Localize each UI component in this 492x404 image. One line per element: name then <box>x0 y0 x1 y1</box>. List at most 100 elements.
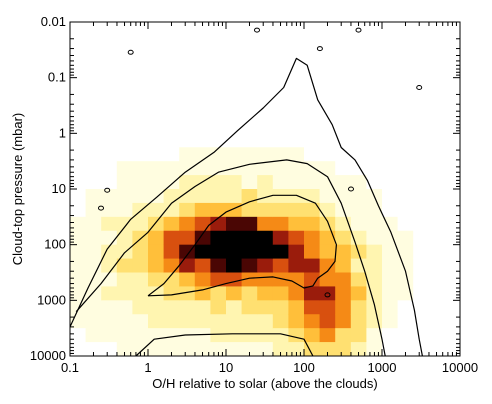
contour-lines <box>69 27 423 357</box>
heatmap-cell <box>397 342 414 357</box>
heatmap-cell <box>288 202 305 218</box>
heatmap-cell <box>116 230 133 246</box>
heatmap-cell <box>116 161 133 176</box>
heatmap-cell <box>132 63 149 79</box>
heatmap-cell <box>272 286 289 301</box>
heatmap-cell <box>210 202 227 218</box>
heatmap-cell <box>444 314 461 329</box>
heatmap-cell <box>413 105 430 120</box>
heatmap-cell <box>116 63 133 79</box>
heatmap-cell <box>226 35 242 51</box>
heatmap-cell <box>148 286 164 301</box>
heatmap-cell <box>163 230 180 246</box>
heatmap-cell <box>288 133 305 148</box>
heatmap-cell <box>132 314 149 329</box>
heatmap-cell <box>148 49 164 65</box>
heatmap-cell <box>210 91 227 106</box>
heatmap-cell <box>319 77 336 92</box>
heatmap-cell <box>163 77 180 92</box>
heatmap-cell <box>397 22 414 37</box>
heatmap-cell <box>179 230 196 246</box>
heatmap-cell <box>116 328 133 343</box>
heatmap-cell <box>397 244 414 259</box>
heatmap-cell <box>163 258 180 273</box>
heatmap-cell <box>257 49 274 65</box>
heatmap-cell <box>116 147 133 162</box>
heatmap-cell <box>444 272 461 287</box>
heatmap-cell <box>70 202 86 218</box>
heatmap-cell <box>101 35 118 51</box>
heatmap-cell <box>179 161 196 176</box>
heatmap-cell <box>413 35 430 51</box>
heatmap-cell <box>335 230 352 246</box>
heatmap-cell <box>413 91 430 106</box>
heatmap-cell <box>397 189 414 204</box>
heatmap-cell <box>163 189 180 204</box>
heatmap-cell <box>179 175 196 190</box>
heatmap-cell <box>444 216 461 232</box>
heatmap-cell <box>257 286 274 301</box>
heatmap-cell <box>226 272 242 287</box>
heatmap-cell <box>226 300 242 315</box>
heatmap-cell <box>85 314 102 329</box>
heatmap-cell <box>163 63 180 79</box>
heatmap-cell <box>194 133 211 148</box>
heatmap-cell <box>257 133 274 148</box>
heatmap-cell <box>257 314 274 329</box>
heatmap-cell <box>288 175 305 190</box>
heatmap-cell <box>163 202 180 218</box>
heatmap-cell <box>116 35 133 51</box>
heatmap-cell <box>413 22 430 37</box>
heatmap-cell <box>444 147 461 162</box>
heatmap-cell <box>101 49 118 65</box>
heatmap-cell <box>241 133 258 148</box>
heatmap-cell <box>304 49 320 65</box>
heatmap-cell <box>272 119 289 134</box>
heatmap-cell <box>210 314 227 329</box>
heatmap-cell <box>132 91 149 106</box>
heatmap-cell <box>366 49 383 65</box>
heatmap-cell <box>428 105 445 120</box>
heatmap-cell <box>350 286 367 301</box>
heatmap-cell <box>319 22 336 37</box>
heatmap-cell <box>304 22 320 37</box>
heatmap-cell <box>319 272 336 287</box>
heatmap-cell <box>70 119 86 134</box>
heatmap-cell <box>304 286 320 301</box>
heatmap-cell <box>163 133 180 148</box>
heatmap-cell <box>194 328 211 343</box>
heatmap-cell <box>101 342 118 357</box>
heatmap-cell <box>148 189 164 204</box>
heatmap-cell <box>85 161 102 176</box>
heatmap-cell <box>413 328 430 343</box>
heatmap-cell <box>272 105 289 120</box>
heatmap-cell <box>350 202 367 218</box>
heatmap-cell <box>413 77 430 92</box>
heatmap-cell <box>444 328 461 343</box>
heatmap-cell <box>132 49 149 65</box>
heatmap-cell <box>397 49 414 65</box>
heatmap-cell <box>241 342 258 357</box>
heatmap-cell <box>163 119 180 134</box>
heatmap-cell <box>413 161 430 176</box>
heatmap-cell <box>428 22 445 37</box>
heatmap-cell <box>210 272 227 287</box>
heatmap-cell <box>257 161 274 176</box>
heatmap-cell <box>101 300 118 315</box>
heatmap-cell <box>226 147 242 162</box>
heatmap-cell <box>179 244 196 259</box>
heatmap-cell <box>304 272 320 287</box>
heatmap-cell <box>304 314 320 329</box>
heatmap-cell <box>397 91 414 106</box>
heatmap-cell <box>241 77 258 92</box>
heatmap-cell <box>148 161 164 176</box>
heatmap-cell <box>179 49 196 65</box>
heatmap-cell <box>444 35 461 51</box>
heatmap-cell <box>116 22 133 37</box>
heatmap-cell <box>382 161 398 176</box>
heatmap-cell <box>304 105 320 120</box>
heatmap-cell <box>319 189 336 204</box>
heatmap-cell <box>85 202 102 218</box>
heatmap-cell <box>444 77 461 92</box>
